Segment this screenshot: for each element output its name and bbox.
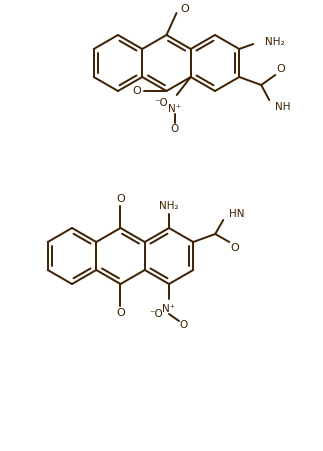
Text: O: O <box>132 86 141 96</box>
Text: N⁺: N⁺ <box>162 304 176 314</box>
Text: O: O <box>171 124 179 134</box>
Text: ⁻O: ⁻O <box>149 309 163 319</box>
Text: NH₂: NH₂ <box>159 201 179 211</box>
Text: O: O <box>277 64 286 74</box>
Text: NH: NH <box>275 102 291 112</box>
Text: O: O <box>231 243 240 253</box>
Text: O: O <box>116 308 125 318</box>
Text: O: O <box>116 194 125 204</box>
Text: HN: HN <box>229 209 245 219</box>
Text: O: O <box>180 4 189 14</box>
Text: N⁺: N⁺ <box>168 104 182 114</box>
Text: ⁻O: ⁻O <box>154 98 168 108</box>
Text: NH₂: NH₂ <box>265 37 285 47</box>
Text: O: O <box>180 320 188 330</box>
